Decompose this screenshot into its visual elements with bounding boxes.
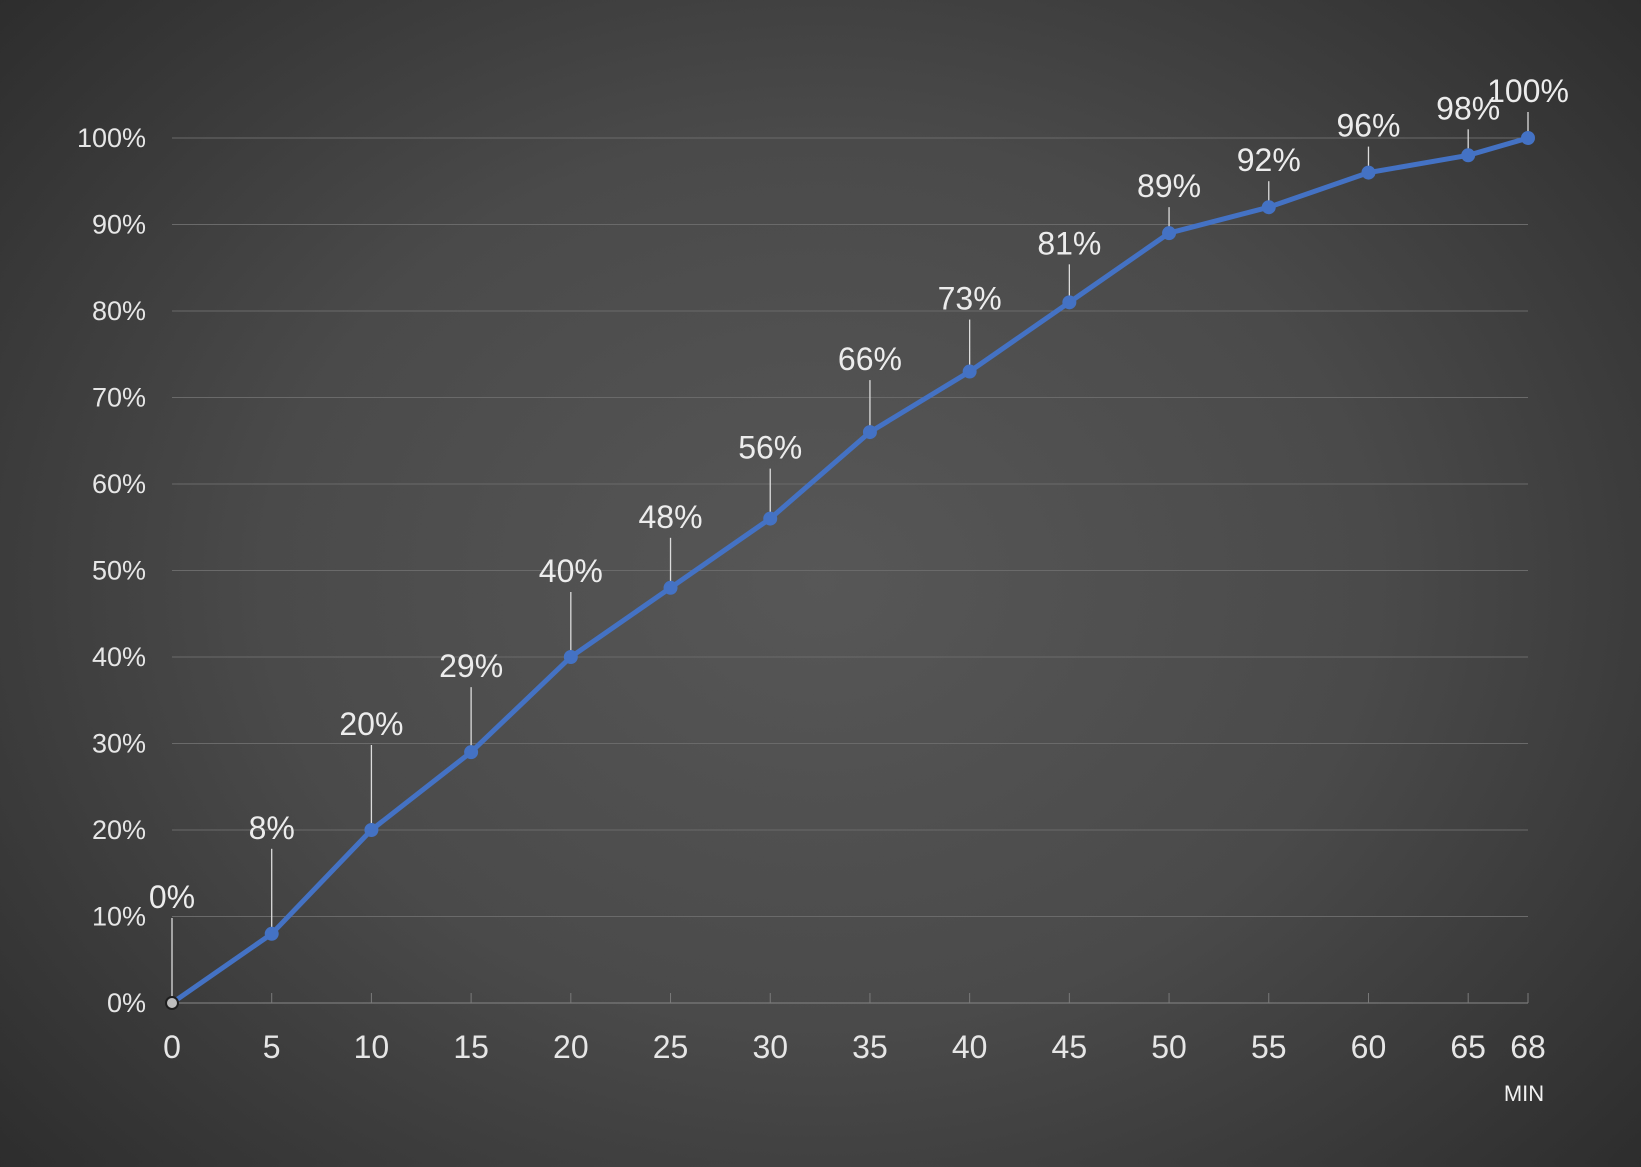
data-point: [962, 364, 977, 379]
x-tick-label: 35: [852, 1029, 888, 1065]
x-axis-unit-label: MIN: [1504, 1081, 1544, 1106]
y-tick-label: 70%: [92, 383, 146, 413]
data-point: [1521, 131, 1535, 145]
data-point: [763, 511, 778, 526]
y-tick-label: 0%: [107, 988, 146, 1018]
x-tick-label: 60: [1351, 1029, 1387, 1065]
data-point: [1361, 165, 1376, 180]
data-label: 56%: [738, 430, 802, 466]
data-point: [165, 996, 179, 1010]
x-tick-label: 30: [752, 1029, 788, 1065]
data-point: [264, 926, 279, 941]
y-tick-label: 80%: [92, 296, 146, 326]
y-axis-ticks: 0% 10% 20% 30% 40% 50% 60% 70% 80% 90% 100%: [77, 123, 146, 1018]
y-tick-label: 60%: [92, 469, 146, 499]
x-tick-label: 5: [263, 1029, 281, 1065]
x-tick-label: 45: [1052, 1029, 1088, 1065]
x-tick-label: 0: [163, 1029, 181, 1065]
data-label: 98%: [1436, 90, 1500, 126]
x-tick-label: 25: [653, 1029, 689, 1065]
data-label: 8%: [249, 810, 295, 846]
data-point: [1461, 148, 1476, 163]
y-tick-label: 30%: [92, 729, 146, 759]
data-label: 20%: [339, 706, 403, 742]
data-label: 89%: [1137, 168, 1201, 204]
x-tick-label: 65: [1450, 1029, 1486, 1065]
data-label: 73%: [938, 281, 1002, 317]
data-point: [464, 745, 479, 760]
data-label: 66%: [838, 341, 902, 377]
x-tick-label: 40: [952, 1029, 988, 1065]
data-point: [1162, 226, 1177, 241]
data-labels: 0% 8% 20% 29% 40% 48% 56% 66% 73% 81% 89% 92% 96% 98%…: [149, 73, 1569, 915]
data-label: 100%: [1487, 73, 1569, 109]
data-point: [1062, 295, 1077, 310]
x-tick-label: 15: [453, 1029, 489, 1065]
data-label: 0%: [149, 879, 195, 915]
x-tick-label: 10: [354, 1029, 390, 1065]
data-point: [663, 580, 678, 595]
data-label: 81%: [1037, 225, 1101, 261]
data-point: [364, 823, 379, 837]
y-tick-label: 100%: [77, 123, 146, 153]
data-label: 29%: [439, 648, 503, 684]
x-axis-ticks: 0 5 10 15 20 25 30 35 40 45 50 55 60 65 68: [163, 993, 1546, 1065]
data-point: [563, 650, 578, 664]
data-point: [1261, 200, 1276, 215]
data-label: 92%: [1237, 142, 1301, 178]
x-tick-label: 68: [1510, 1029, 1546, 1065]
data-point: [862, 425, 877, 440]
y-tick-label: 90%: [92, 210, 146, 240]
y-tick-label: 10%: [92, 902, 146, 932]
x-tick-label: 50: [1151, 1029, 1187, 1065]
data-label: 96%: [1336, 108, 1400, 144]
y-tick-label: 20%: [92, 815, 146, 845]
y-tick-label: 50%: [92, 556, 146, 586]
gridlines: [172, 137, 1528, 1004]
data-points: [165, 131, 1535, 1010]
x-tick-label: 20: [553, 1029, 589, 1065]
x-tick-label: 55: [1251, 1029, 1287, 1065]
y-tick-label: 40%: [92, 642, 146, 672]
data-label: 48%: [639, 499, 703, 535]
data-label: 40%: [539, 553, 603, 589]
data-label-leaders: [171, 112, 1529, 998]
